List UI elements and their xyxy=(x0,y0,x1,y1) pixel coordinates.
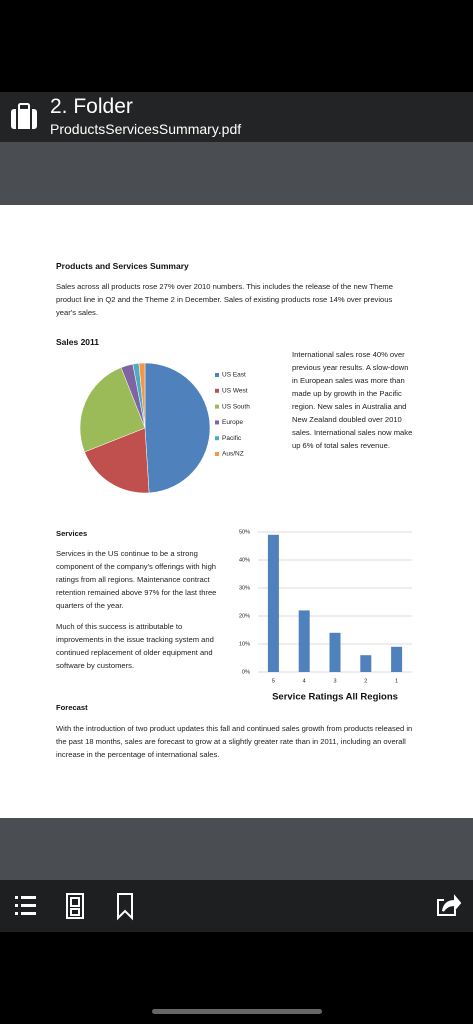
x-tick-label: 2 xyxy=(364,678,367,684)
pie-slice xyxy=(79,367,146,453)
bar xyxy=(267,534,279,672)
y-tick-label: 0% xyxy=(242,669,250,675)
pie-slice xyxy=(138,362,146,429)
folder-icon[interactable] xyxy=(10,103,40,131)
legend-label: US East xyxy=(222,372,246,379)
gray-band xyxy=(0,818,473,880)
bar xyxy=(360,655,372,672)
forecast-text: With the introduction of two product upd… xyxy=(56,724,413,759)
y-tick-label: 30% xyxy=(239,585,250,591)
chart-title: Service Ratings All Regions xyxy=(272,692,398,703)
intro-text: Sales across all products rose 27% over … xyxy=(56,282,393,317)
header-bar xyxy=(0,92,473,142)
legend-swatch xyxy=(215,404,219,409)
legend-swatch xyxy=(215,420,219,425)
y-tick-label: 50% xyxy=(239,529,250,535)
y-tick-label: 10% xyxy=(239,641,250,647)
doc-title: Products and Services Summary xyxy=(56,261,189,271)
share-icon[interactable] xyxy=(437,894,462,916)
toolbar-icons xyxy=(15,893,462,921)
gray-band xyxy=(0,142,473,205)
bar xyxy=(298,610,310,672)
legend-label: Europe xyxy=(222,419,243,426)
bar xyxy=(391,646,403,672)
page-icon[interactable] xyxy=(66,893,84,919)
legend-label: Aus/NZ xyxy=(222,451,244,458)
services-text: Services in the US continue to be a stro… xyxy=(56,549,217,610)
pie-slice xyxy=(144,362,211,494)
forecast-heading: Forecast xyxy=(56,703,88,712)
legend-swatch xyxy=(215,452,219,456)
home-indicator xyxy=(152,1009,322,1014)
x-tick-label: 4 xyxy=(303,678,306,684)
bookmark-icon[interactable] xyxy=(117,893,133,921)
legend-swatch xyxy=(215,436,219,441)
x-tick-label: 3 xyxy=(333,678,336,684)
legend-swatch xyxy=(215,373,219,377)
y-tick-label: 20% xyxy=(239,613,250,619)
x-tick-label: 1 xyxy=(395,678,398,684)
sales-text: International sales rose 40% over previo… xyxy=(292,350,413,450)
sales-heading: Sales 2011 xyxy=(56,337,100,347)
services-heading: Services xyxy=(56,529,88,538)
legend-label: US South xyxy=(222,403,250,410)
x-tick-label: 5 xyxy=(272,678,275,684)
bar xyxy=(329,632,341,672)
pdf-page xyxy=(0,205,473,818)
folder-title: 2. Folder xyxy=(50,95,133,118)
services-text: Much of this success is attributable to … xyxy=(56,622,214,670)
list-icon[interactable] xyxy=(15,896,36,915)
legend-swatch xyxy=(215,388,219,393)
file-name: ProductsServicesSummary.pdf xyxy=(50,121,242,137)
legend-label: US West xyxy=(222,388,248,395)
legend-label: Pacific xyxy=(222,435,242,442)
y-tick-label: 40% xyxy=(239,557,250,563)
pie-slice xyxy=(84,427,150,494)
